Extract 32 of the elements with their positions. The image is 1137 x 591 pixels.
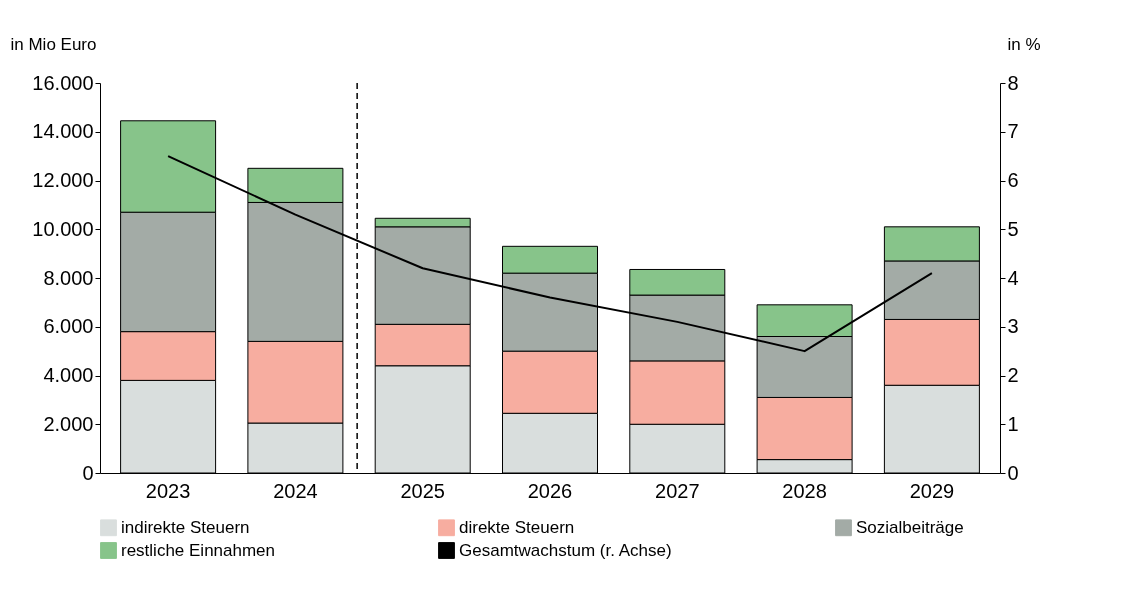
y-tick-label: 14.000 [32,120,94,143]
y2-tick-label: 7 [1007,120,1019,143]
legend-label: Sozialbeiträge [856,517,964,537]
legend-label: indirekte Steuern [121,517,250,537]
y2-tick-label: 8 [1007,71,1019,94]
legend-label: direkte Steuern [459,517,575,537]
y-axis-title: in Mio Euro [10,34,97,54]
y-tick-label: 16.000 [32,71,94,94]
legend-label: Gesamtwachstum (r. Achse) [459,540,672,560]
y-tick-label: 8.000 [43,266,94,289]
y-tick-label: 6.000 [43,315,94,338]
y-tick-label: 12.000 [32,169,94,191]
y-tick-label: 10.000 [32,217,94,240]
y2-tick-label: 6 [1007,169,1019,191]
x-tick-label: 2026 [527,479,573,502]
x-tick-label: 2027 [655,479,700,502]
x-tick-label: 2028 [782,479,827,502]
y-tick-label: 2.000 [43,412,94,435]
y-tick-label: 4.000 [43,364,94,386]
x-tick-label: 2025 [400,479,445,502]
x-tick-label: 2024 [273,479,318,502]
y2-tick-label: 3 [1007,315,1019,338]
y-tick-label: 0 [82,461,94,484]
y2-tick-label: 1 [1007,412,1019,435]
legend-label: restliche Einnahmen [121,540,276,560]
y2-tick-label: 4 [1007,266,1019,289]
y2-tick-label: 2 [1007,364,1019,386]
y2-tick-label: 0 [1007,461,1019,484]
y2-axis-title: in % [1007,34,1041,54]
y2-tick-label: 5 [1007,217,1019,240]
x-tick-label: 2029 [909,479,955,502]
x-tick-label: 2023 [145,479,191,502]
